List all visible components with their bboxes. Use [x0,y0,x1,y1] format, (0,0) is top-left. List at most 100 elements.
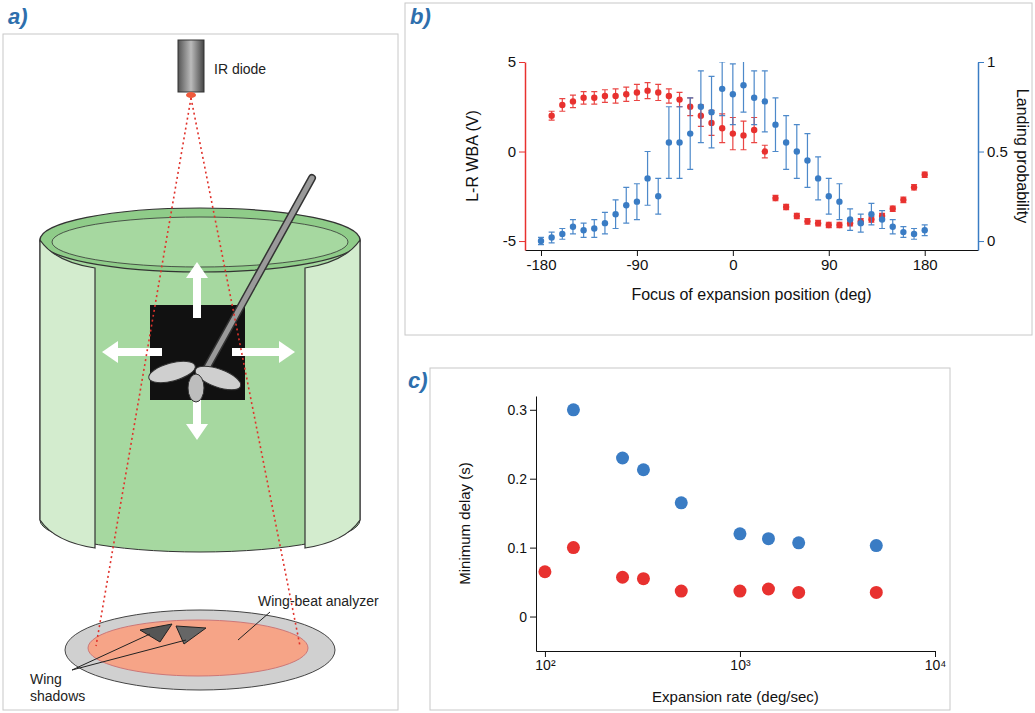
point [623,202,629,208]
point [792,536,805,549]
error-bar [591,92,597,105]
point [815,175,821,181]
point [826,193,832,199]
arrow-head [279,341,295,363]
point [900,229,906,235]
tick: 0 [508,143,525,160]
point [538,238,544,244]
error-bar [868,203,874,224]
point [591,225,597,231]
point [870,586,883,599]
point [559,231,565,237]
error-bar [634,184,640,220]
tick-label: 5 [508,53,516,70]
axis-line [525,63,527,251]
error-bar [591,220,597,238]
error-bar [687,98,693,170]
panel-frame [405,3,1032,335]
tether-outline [200,178,312,380]
error-bar [804,134,810,188]
point [794,148,800,154]
tick-mark [530,410,536,411]
error-bar [559,99,565,112]
fly-body [188,374,204,402]
point [858,220,864,226]
point [836,198,842,204]
axis-line [536,397,537,652]
point [570,224,576,230]
tick: 0 [978,232,995,249]
error-bar [570,220,576,234]
panel-letter: c) [408,368,428,393]
point [612,211,618,217]
series [538,541,882,599]
point [623,91,629,97]
error-bar [783,116,789,170]
error-bar [613,89,619,103]
point [616,452,629,465]
axis-line [978,63,980,251]
tick-label: 0 [729,256,737,273]
error-bar [762,71,768,132]
point [591,95,597,101]
point [675,585,688,598]
point [548,113,554,119]
chart: c)10²10³10⁴00.10.20.3Expansion rate (deg… [408,368,950,710]
series [538,62,928,245]
y-axis: -505 [503,53,526,250]
error-bar [581,92,587,105]
leader-line [72,634,150,670]
point [567,541,580,554]
x-axis: 10²10³10⁴ [535,651,946,673]
error-bar [741,62,747,112]
arrow-shaft [193,278,201,318]
point [637,463,650,476]
error-bar [900,227,906,238]
cylinder-rim-inner [52,217,348,267]
point [602,220,608,226]
tick: 180 [913,250,938,273]
tick-label: -180 [526,256,556,273]
error-bar [783,204,789,209]
plot-marks [538,62,928,245]
point [815,220,821,226]
tick-label: 0.1 [508,540,528,556]
figure: a)IR diodeWing-beat analyzerWingshadowsb… [0,0,1035,713]
tick-mark [530,479,536,480]
tick: 90 [821,250,838,273]
ir-beam [191,98,300,646]
tick: 0.2 [508,471,536,487]
error-bar [666,89,672,103]
analyzer-base [65,610,335,690]
point [911,184,917,190]
tick: 0 [519,609,536,625]
panel-letter: a) [8,4,28,29]
point [762,532,775,545]
error-bar [900,197,906,202]
arrow-shaft [232,348,279,356]
point [911,231,917,237]
error-bar [890,220,896,234]
point [900,197,906,203]
tick: 10² [535,651,556,673]
error-bar [879,211,885,229]
tick-label: 0 [508,143,516,160]
point [719,86,725,92]
tick-mark [978,241,984,242]
tick-mark [519,62,525,63]
point [783,139,789,145]
point [559,102,565,108]
point [634,198,640,204]
series [548,83,927,229]
point [666,93,672,99]
chart: b)-180-90090180-50500.51Focus of expansi… [405,3,1032,335]
tick-label: -90 [627,256,649,273]
tick: 0.3 [508,402,536,418]
tick-label: 0 [519,609,527,625]
label: Wing-beat analyzer [258,593,379,609]
point [637,572,650,585]
tick-mark [978,62,984,63]
point [794,213,800,219]
point [580,95,586,101]
arrow-shaft [118,348,162,356]
